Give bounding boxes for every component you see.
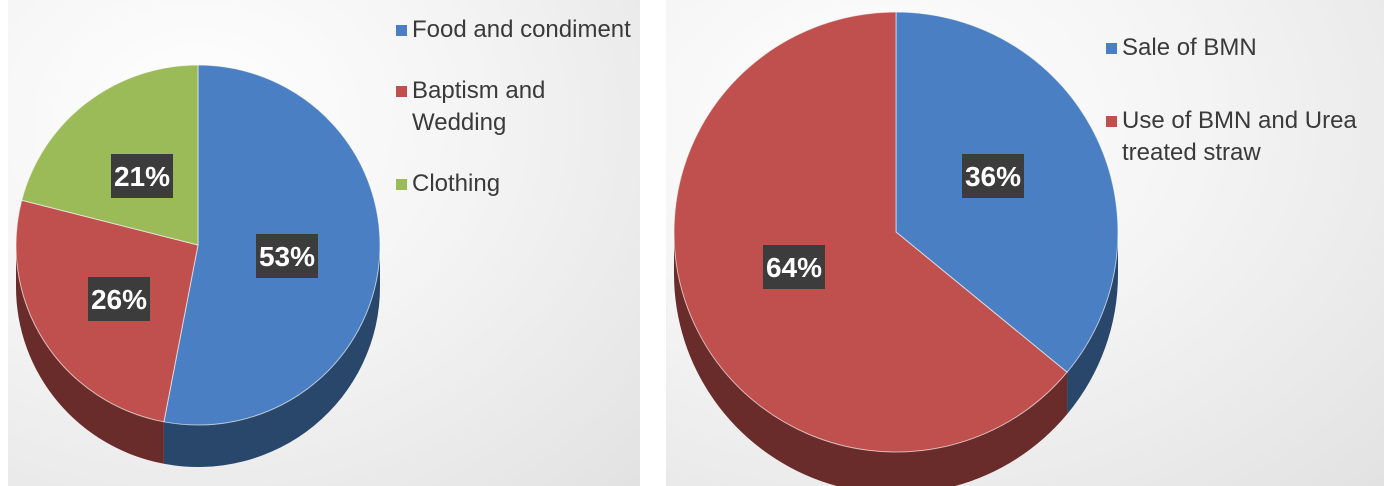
legend-item-sale-of-bmn: Sale of BMN <box>1106 32 1384 64</box>
data-label-text: 21% <box>114 161 170 192</box>
data-label-clothing: 21% <box>111 154 173 198</box>
legend-item-use-of-bmn-and-urea: Use of BMN and Urea treated straw <box>1106 105 1384 169</box>
data-label-box <box>111 154 173 198</box>
legend-chart-2: Sale of BMN Use of BMN and Urea treated … <box>1106 32 1384 210</box>
data-label-text: 64% <box>766 252 822 283</box>
pie-side-group <box>16 245 380 467</box>
legend-label-use-of-bmn-and-urea: Use of BMN and Urea treated straw <box>1122 107 1357 166</box>
legend-label-baptism-and-wedding: Baptism and Wedding <box>412 77 546 136</box>
pie-chart-1-plot: 53% 26% 21% <box>15 64 381 467</box>
pie-chart-2-plot: 36% 64% <box>673 11 1119 486</box>
legend-swatch-sale-of-bmn <box>1106 43 1117 54</box>
pie-chart-expenditure: 53% 26% 21% Food and condiment Baptism and… <box>8 0 640 486</box>
data-label-use-of-bmn-and-urea-treated-straw: 64% <box>763 245 825 289</box>
legend-swatch-use-of-bmn-and-urea <box>1106 116 1117 127</box>
pie-side-group <box>674 232 1118 486</box>
legend-item-baptism-and-wedding: Baptism and Wedding <box>396 75 640 139</box>
legend-swatch-clothing <box>396 179 407 190</box>
data-label-box <box>962 154 1024 198</box>
legend-label-sale-of-bmn: Sale of BMN <box>1122 34 1257 61</box>
pie-side-sale-of-bmn <box>1067 232 1118 415</box>
legend-swatch-baptism-and-wedding <box>396 86 407 97</box>
data-label-text: 53% <box>259 241 315 272</box>
legend-item-clothing: Clothing <box>396 168 640 200</box>
data-label-food-and-condiment: 53% <box>256 234 318 278</box>
data-label-text: 36% <box>965 161 1021 192</box>
pie-side-use-of-bmn-and-urea-treated-straw <box>674 232 1068 486</box>
pie-slice-clothing <box>21 64 199 246</box>
data-label-box <box>256 234 318 278</box>
legend-label-food-and-condiment: Food and condiment <box>412 16 631 43</box>
legend-label-clothing: Clothing <box>412 170 501 197</box>
data-label-sale-of-bmn: 36% <box>962 154 1024 198</box>
data-label-baptism-and-wedding: 26% <box>88 277 150 321</box>
pie-slice-use-of-bmn-and-urea-treated-straw <box>673 11 1068 453</box>
pie-chart-bmn-use: 36% 64% Sale of BMN Use of BMN and Urea t… <box>666 0 1384 486</box>
legend-swatch-food-and-condiment <box>396 25 407 36</box>
legend-item-food-and-condiment: Food and condiment <box>396 14 640 46</box>
data-label-box <box>763 245 825 289</box>
pie-side-food-and-condiment <box>163 245 380 467</box>
legend-chart-1: Food and condiment Baptism and Wedding C… <box>396 14 640 229</box>
data-label-text: 26% <box>91 284 147 315</box>
pie-side-baptism-and-wedding <box>16 245 164 464</box>
data-label-box <box>88 277 150 321</box>
